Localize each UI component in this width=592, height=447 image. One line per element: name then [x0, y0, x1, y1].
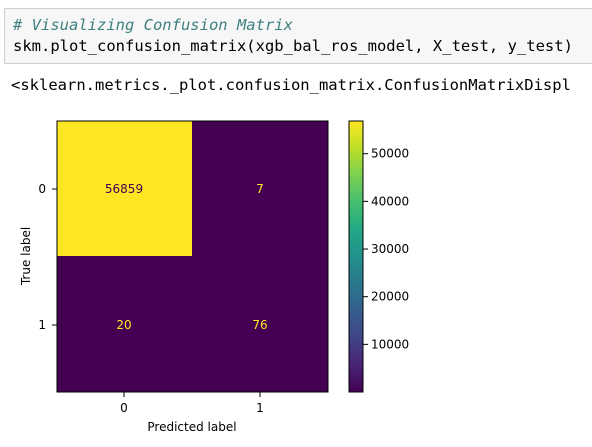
- colorbar-ticks: 10000 20000 30000 40000 50000: [363, 147, 409, 351]
- code-cell[interactable]: # Visualizing Confusion Matrix skm.plot_…: [4, 8, 592, 64]
- matrix-value-true0-pred1: 7: [256, 182, 264, 196]
- x-axis-label: Predicted label: [147, 420, 236, 434]
- cell-output-text: <sklearn.metrics._plot.confusion_matrix.…: [11, 76, 571, 94]
- code-line: skm.plot_confusion_matrix(xgb_bal_ros_mo…: [13, 37, 573, 55]
- y-tick-label-1: 1: [38, 318, 46, 332]
- y-tick-label-0: 0: [38, 182, 46, 196]
- y-axis-label: True label: [19, 227, 33, 286]
- colorbar: [348, 120, 364, 393]
- matrix-value-true1-pred0: 20: [116, 318, 131, 332]
- colorbar-tick-label: 30000: [371, 242, 409, 256]
- matrix-cell-true1-pred0: [57, 256, 192, 392]
- colorbar-tick-label: 20000: [371, 290, 409, 304]
- matrix-frame: [56, 120, 329, 393]
- matrix-value-true0-pred0: 56859: [105, 182, 143, 196]
- colorbar-tick-label: 10000: [371, 337, 409, 351]
- matrix-value-true1-pred1: 76: [252, 318, 267, 332]
- x-tick-label-0: 0: [120, 401, 128, 415]
- colorbar-tick-label: 50000: [371, 147, 409, 161]
- colorbar-tick-label: 40000: [371, 194, 409, 208]
- code-comment: # Visualizing Confusion Matrix: [13, 16, 293, 34]
- matrix-cell-true1-pred1: [192, 256, 328, 392]
- matrix-cell-true0-pred1: [192, 121, 328, 256]
- x-tick-label-1: 1: [256, 401, 264, 415]
- matrix-cell-true0-pred0: [57, 121, 192, 256]
